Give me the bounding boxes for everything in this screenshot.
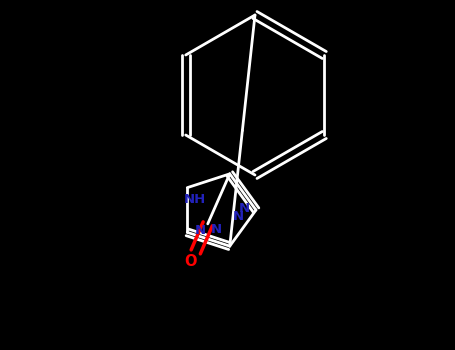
Text: N: N <box>195 224 206 237</box>
Text: NH: NH <box>184 193 207 206</box>
Text: N: N <box>238 202 249 215</box>
Text: O: O <box>184 254 197 270</box>
Text: N: N <box>211 223 222 236</box>
Text: N: N <box>233 210 243 223</box>
